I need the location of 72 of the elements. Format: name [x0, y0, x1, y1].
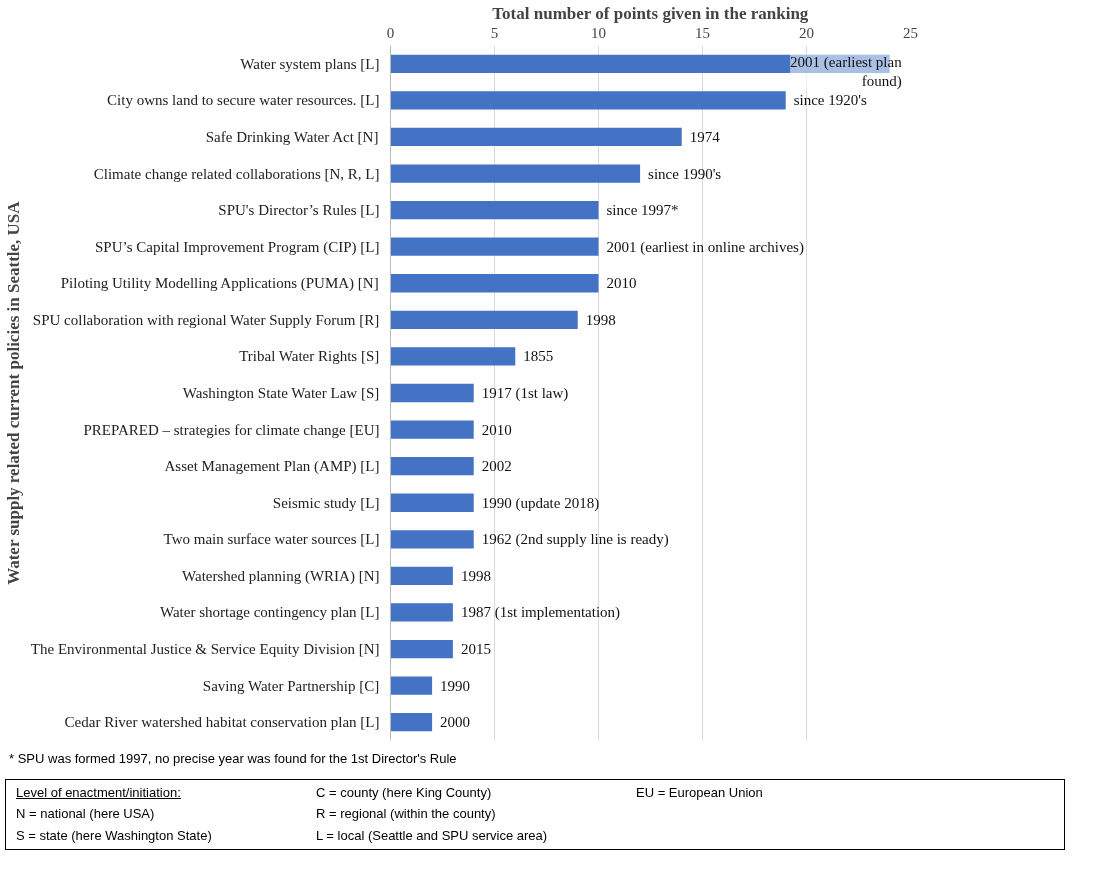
y-tick-label: The Environmental Justice & Service Equity Division [N] [30, 641, 380, 658]
y-tick-label: Piloting Utility Modelling Applications (PUMA) [N] [60, 275, 379, 293]
bar [390, 200, 599, 220]
bar [390, 493, 474, 512]
text: C = county (here King County) [316, 783, 493, 802]
annotation: 1974 [689, 128, 721, 145]
y-tick-label: Tribal Water Rights [S] [239, 348, 380, 365]
y-tick-label: Watershed planning (WRIA) [N] [182, 567, 380, 585]
y-tick-label: Climate change related collaborations [N, R, L] [93, 165, 380, 182]
x-tick-label: 25 [903, 24, 918, 41]
bar [390, 347, 516, 366]
bar [390, 237, 599, 256]
y-tick-label: PREPARED – strategies for climate change [EU] [83, 421, 380, 438]
annotation: 1962 (2nd supply line is ready) [481, 531, 669, 549]
annotation: 1990 [440, 677, 471, 694]
annotation: since 1997* [606, 202, 679, 219]
y-tick-label: Two main surface water sources [L] [163, 531, 380, 548]
bar [390, 310, 578, 329]
bar [390, 639, 453, 659]
annotation: 2010 [481, 421, 512, 438]
annotation: 1990 (update 2018) [481, 494, 600, 512]
text: EU = European Union [636, 783, 764, 802]
x-tick-label: 10 [591, 24, 606, 41]
annotation: 2002 [481, 458, 512, 475]
y-tick-label: Water shortage contingency plan [L] [159, 604, 380, 621]
x-axis-title: Total number of points given in the ranking [492, 3, 809, 23]
bar [390, 91, 786, 110]
y-tick-label: Saving Water Partnership [C] [202, 677, 380, 694]
bar [390, 457, 474, 476]
annotation: 2010 [606, 275, 637, 292]
annotation: since 1990's [648, 165, 722, 182]
x-tick-label: 0 [386, 24, 395, 41]
x-tick-label: 20 [799, 24, 814, 41]
y-axis-title: Water supply related current policies in Seattle, USA [3, 200, 23, 585]
bar [390, 603, 453, 622]
bar [390, 274, 599, 293]
text: S = state (here Washington State) [16, 826, 213, 845]
bar [390, 383, 474, 403]
y-tick-label: Safe Drinking Water Act [N] [205, 128, 379, 145]
bar [390, 127, 682, 147]
text: * SPU was formed 1997, no precise year was found for the 1st Director's Rule [9, 750, 457, 768]
annotation: 2001 (earliest plan found) [790, 54, 903, 91]
bar [390, 530, 474, 549]
annotation: since 1920's [793, 92, 867, 109]
x-tick-label: 5 [490, 24, 499, 41]
y-tick-label: Cedar River watershed habitat conservation plan [L] [64, 714, 380, 731]
bar [390, 420, 474, 439]
x-tick-label: 15 [695, 24, 710, 41]
y-tick-label: SPU collaboration with regional Water Supply Forum [R] [32, 311, 380, 328]
y-tick-label: Water system plans [L] [240, 55, 380, 72]
annotation: 2000 [440, 714, 471, 731]
annotation: 2015 [460, 641, 491, 658]
y-tick-label: SPU's Director’s Rules [L] [218, 202, 380, 219]
annotation: 1987 (1st implementation) [460, 604, 621, 622]
y-tick-label: Seismic study [L] [272, 494, 380, 511]
annotation: 1998 [585, 311, 616, 328]
text: Level of enactment/initiation: [16, 783, 182, 802]
text: L = local (Seattle and SPU service area) [316, 826, 549, 845]
bar [390, 713, 433, 732]
annotation: 2001 (earliest in online archives) [606, 238, 804, 256]
annotation: 1917 (1st law) [481, 385, 569, 402]
y-tick-label: Washington State Water Law [S] [182, 385, 380, 401]
y-tick-label: Asset Management Plan (AMP) [L] [164, 458, 380, 476]
annotation: 1998 [460, 567, 491, 584]
bar [390, 676, 433, 695]
y-tick-label: City owns land to secure water resources. [L] [107, 92, 380, 109]
text: N = national (here USA) [16, 805, 156, 824]
y-tick-label: SPU’s Capital Improvement Program (CIP) [L] [94, 238, 380, 256]
bar [390, 164, 641, 183]
annotation: 1855 [523, 348, 554, 365]
text: R = regional (within the county) [316, 805, 497, 824]
bar [390, 566, 453, 586]
